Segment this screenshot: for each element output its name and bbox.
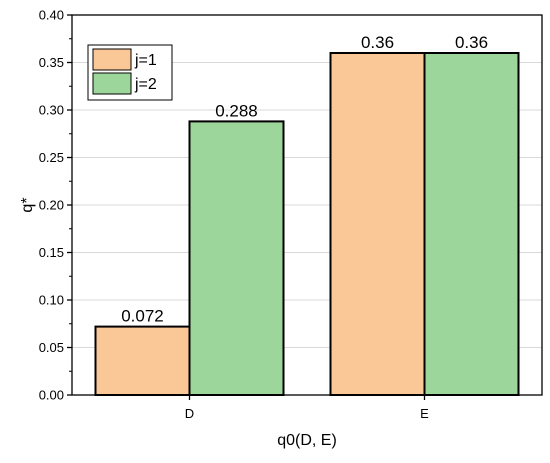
data-label: 0.288 — [215, 101, 258, 120]
legend-label: j=2 — [134, 76, 157, 93]
legend: j=1j=2 — [87, 44, 173, 101]
x-tick-label: E — [420, 406, 429, 421]
y-tick-label: 0.40 — [39, 8, 64, 23]
y-tick-label: 0.00 — [39, 388, 64, 403]
bar — [94, 325, 191, 397]
data-label: 0.36 — [361, 33, 394, 52]
legend-label: j=1 — [134, 52, 157, 69]
y-tick-label: 0.10 — [39, 293, 64, 308]
y-tick-label: 0.25 — [39, 150, 64, 165]
data-label: 0.072 — [121, 307, 164, 326]
bar — [188, 120, 285, 397]
y-tick-label: 0.05 — [39, 340, 64, 355]
data-label: 0.36 — [455, 33, 488, 52]
bar — [423, 52, 520, 396]
x-axis-title: q0(D, E) — [277, 432, 337, 449]
legend-swatch — [92, 72, 132, 95]
bar — [329, 52, 426, 396]
bars — [94, 52, 520, 397]
y-tick-label: 0.15 — [39, 245, 64, 260]
y-tick-label: 0.35 — [39, 55, 64, 70]
y-tick-label: 0.20 — [39, 198, 64, 213]
data-labels: 0.072 0.36 0.288 0.36 — [121, 33, 488, 326]
y-axis-title: q* — [19, 197, 36, 212]
legend-swatch — [92, 48, 132, 71]
x-tick-label: D — [185, 406, 194, 421]
y-axis-ticks: 0.00 0.05 0.10 0.15 0.20 0.25 0.30 0.35 0.40 — [39, 8, 72, 403]
y-tick-label: 0.30 — [39, 103, 64, 118]
